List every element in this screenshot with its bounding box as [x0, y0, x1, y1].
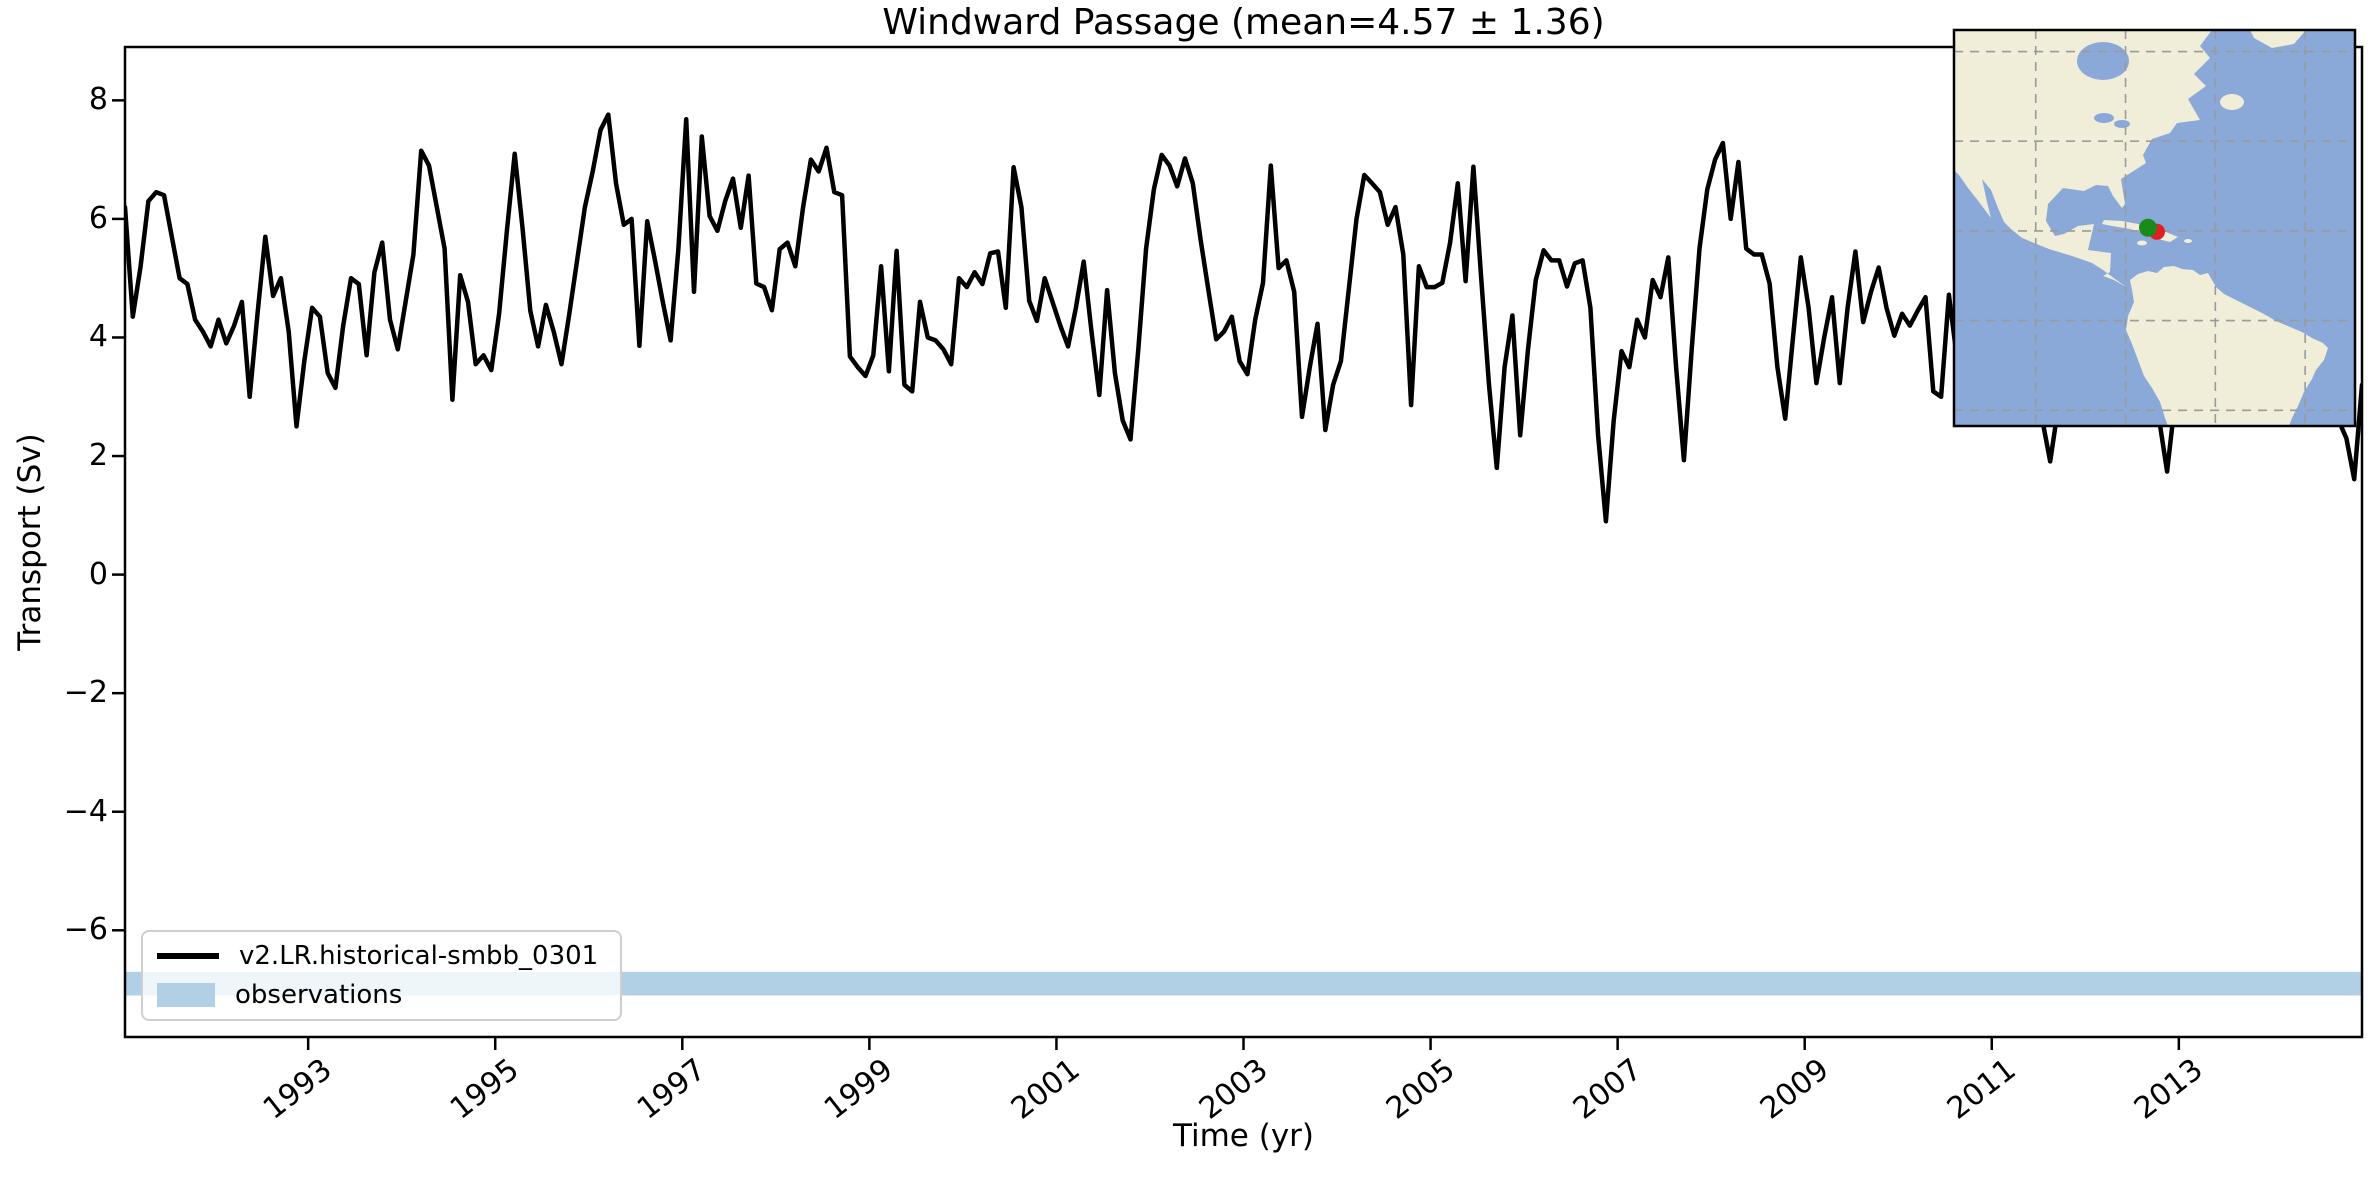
legend-label-model: v2.LR.historical-smbb_0301	[239, 941, 599, 971]
y-tick-label: 8	[88, 82, 108, 118]
x-axis-label: Time (yr)	[1173, 1118, 1314, 1154]
map-land-newfoundland	[2220, 94, 2244, 110]
model-line-sample	[157, 953, 219, 959]
map-great-lakes	[2094, 113, 2114, 123]
y-tick-label: 2	[88, 438, 108, 474]
map-land-south-america	[2126, 266, 2328, 426]
y-tick-label: −2	[63, 675, 108, 711]
observations-patch-sample	[157, 983, 215, 1007]
inset-map	[1952, 28, 2357, 428]
map-border	[1952, 28, 2357, 428]
y-tick-label: 0	[88, 556, 108, 592]
legend: v2.LR.historical-smbb_0301 observations	[141, 930, 622, 1021]
legend-label-observations: observations	[235, 980, 403, 1010]
chart-title: Windward Passage (mean=4.57 ± 1.36)	[882, 2, 1605, 43]
legend-entry-observations: observations	[157, 980, 606, 1010]
map-great-lakes	[2114, 120, 2130, 128]
y-tick-label: −4	[63, 793, 108, 829]
observations-band	[125, 971, 2362, 996]
map-land-greenland	[2250, 30, 2306, 48]
legend-entry-model: v2.LR.historical-smbb_0301	[157, 941, 606, 971]
map-green-marker	[2138, 218, 2157, 237]
map-land-jamaica	[2137, 240, 2147, 246]
y-tick-label: 6	[88, 200, 108, 236]
y-tick-label: −6	[63, 912, 108, 948]
map-land-north-america	[1954, 30, 2212, 287]
map-hudson-bay	[2077, 42, 2129, 80]
map-land-puerto-rico	[2184, 239, 2192, 243]
y-tick-label: 4	[88, 319, 108, 355]
